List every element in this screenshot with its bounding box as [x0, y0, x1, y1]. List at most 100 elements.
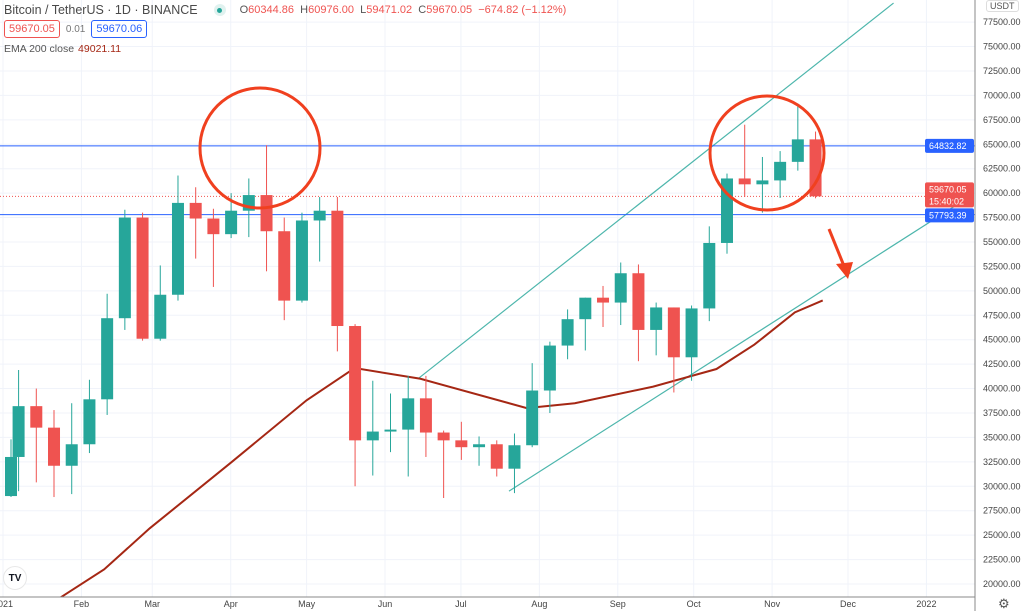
price-tick-label: 30000.00 [983, 481, 1021, 491]
candle-body [508, 445, 521, 469]
candle-body [543, 345, 556, 391]
candle-body [614, 273, 627, 303]
time-axis [0, 597, 975, 611]
time-tick-label: Dec [840, 599, 857, 609]
candle-body [101, 318, 114, 400]
candle-body [437, 432, 450, 441]
level-price-tag [925, 138, 974, 153]
candle-body [685, 308, 698, 358]
price-tick-label: 40000.00 [983, 384, 1021, 394]
price-tick-label: 32500.00 [983, 457, 1021, 467]
candle-body [12, 406, 25, 457]
candle-body [225, 210, 238, 235]
chart-legend: Bitcoin / TetherUS · 1D · BINANCE O60344… [4, 3, 566, 17]
market-status-icon [213, 4, 226, 16]
channel-upper-trendline [417, 2, 894, 380]
price-tick-label: 70000.00 [983, 90, 1021, 100]
time-tick-label: Nov [764, 599, 781, 609]
candle-body [278, 231, 291, 301]
gear-icon[interactable]: ⚙ [998, 596, 1010, 611]
annotation-arrow-down [827, 228, 853, 279]
price-axis [975, 0, 1024, 611]
price-tick-label: 77500.00 [983, 17, 1021, 27]
price-tick-label: 62500.00 [983, 164, 1021, 174]
candle-body [171, 202, 184, 295]
candle-body [189, 202, 202, 219]
sell-button[interactable]: 59670.05 [4, 20, 60, 38]
ohlc-values: O60344.86 H60976.00 L59471.02 C59670.05 … [239, 4, 567, 16]
candle-body [295, 220, 308, 301]
price-tick-label: 50000.00 [983, 286, 1021, 296]
candle-body [83, 399, 96, 445]
price-tick-label: 55000.00 [983, 237, 1021, 247]
buy-button[interactable]: 59670.06 [91, 20, 148, 38]
time-tick-label: Mar [145, 599, 161, 609]
spread: 0.01 [65, 23, 86, 35]
tradingview-logo[interactable]: TV [3, 566, 27, 590]
candle-body [490, 444, 503, 469]
time-tick-label: Apr [224, 599, 238, 609]
level-price-tag-text: 57793.39 [929, 210, 967, 220]
currency-label[interactable]: USDT [986, 0, 1019, 12]
price-tick-label: 20000.00 [983, 579, 1021, 589]
price-tick-label: 37500.00 [983, 408, 1021, 418]
channel-lower-trendline [508, 194, 973, 492]
price-tick-label: 27500.00 [983, 506, 1021, 516]
time-tick-label: May [298, 599, 316, 609]
candle-body [260, 195, 273, 232]
candle-body [118, 217, 131, 319]
last-price-tag [925, 182, 974, 208]
candle-body [48, 427, 61, 466]
level-price-tag-text: 64832.82 [929, 141, 967, 151]
last-price-tag-text: 15:40:02 [929, 196, 964, 206]
candle-body [366, 431, 379, 441]
annotation-circle-april-top [198, 86, 322, 210]
level-price-tag [925, 208, 974, 223]
candle-body [473, 444, 486, 448]
candle-body [30, 406, 43, 428]
price-tick-label: 67500.00 [983, 115, 1021, 125]
candle-body [136, 217, 149, 339]
annotation-circle-november-top [708, 94, 826, 212]
time-tick-label: Oct [687, 599, 702, 609]
candle-body [65, 444, 78, 466]
time-tick-label: Jun [378, 599, 393, 609]
price-tick-label: 65000.00 [983, 139, 1021, 149]
time-tick-label: Feb [74, 599, 90, 609]
candle-body [791, 139, 804, 162]
candle-body [526, 390, 539, 446]
candle-body [703, 242, 716, 309]
candle-body [561, 319, 574, 346]
candle-body [349, 326, 362, 441]
price-tick-label: 75000.00 [983, 42, 1021, 52]
price-tick-label: 22500.00 [983, 555, 1021, 565]
time-tick-label: 2022 [916, 599, 936, 609]
candle-body [154, 294, 167, 339]
candle-body [738, 178, 751, 185]
symbol-title[interactable]: Bitcoin / TetherUS · 1D · BINANCE [4, 3, 198, 17]
ema-indicator-legend[interactable]: EMA 200 close 49021.11 [4, 43, 122, 55]
candle-body [455, 440, 468, 448]
candle-body [579, 297, 592, 320]
candle-body [756, 180, 769, 185]
price-tick-label: 25000.00 [983, 530, 1021, 540]
candle-body [809, 139, 822, 197]
price-tick-label: 45000.00 [983, 335, 1021, 345]
time-tick-label: Aug [531, 599, 547, 609]
candle-body [331, 210, 344, 327]
price-tick-label: 42500.00 [983, 359, 1021, 369]
candle-body [402, 398, 415, 430]
candle-body [774, 161, 787, 181]
price-tick-label: 57500.00 [983, 213, 1021, 223]
price-tick-label: 47500.00 [983, 310, 1021, 320]
candle-body [5, 456, 17, 497]
candle-body [597, 297, 610, 303]
candle-body [667, 307, 680, 358]
candle-body [313, 210, 326, 221]
candle-body [632, 273, 645, 330]
candle-body [419, 398, 432, 433]
price-tick-label: 72500.00 [983, 66, 1021, 76]
candle-body [650, 307, 663, 330]
time-tick-label: Sep [610, 599, 626, 609]
